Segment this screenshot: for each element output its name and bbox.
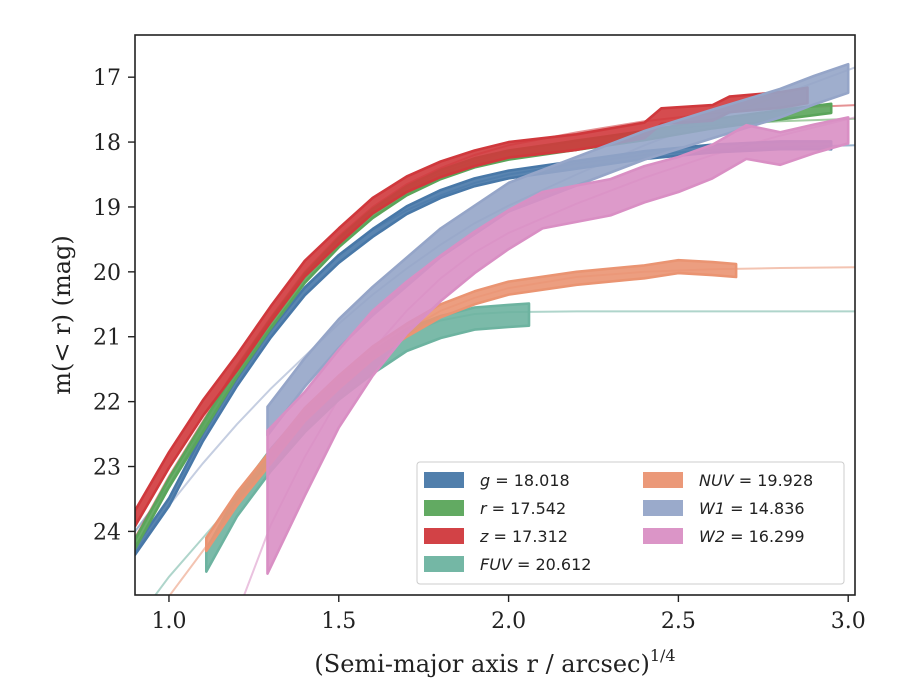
x-tick-label: 2.5	[661, 609, 696, 634]
legend-frame	[416, 461, 845, 585]
y-tick-label: 22	[93, 391, 121, 416]
legend-swatch-NUV	[643, 472, 683, 488]
x-axis-ticks: 1.0 1.5 2.0 2.5 3.0	[151, 595, 866, 634]
x-tick-label: 3.0	[831, 609, 866, 634]
legend-label-r: r = 17.542	[480, 499, 566, 518]
x-tick-label: 1.0	[151, 609, 186, 634]
x-axis-label-text: (Semi-major axis r / arcsec)	[314, 650, 649, 678]
profile-bands	[135, 62, 850, 575]
y-tick-label: 21	[93, 326, 121, 351]
legend-label-z: z = 17.312	[479, 527, 568, 546]
legend-label-NUV: NUV = 19.928	[699, 471, 813, 490]
legend-item-NUV: NUV = 19.928	[643, 471, 813, 490]
x-axis-label: (Semi-major axis r / arcsec)1/4	[314, 646, 675, 678]
plot-frame	[134, 34, 856, 596]
legend-label-W2: W2 = 16.299	[699, 527, 805, 546]
y-axis-ticks: 17 18 19 20 21 22 23 24	[93, 66, 135, 545]
legend-item-W2: W2 = 16.299	[643, 527, 805, 546]
legend-label-W1: W1 = 14.836	[699, 499, 805, 518]
y-tick-label: 23	[93, 456, 121, 481]
legend-swatch-FUV	[424, 556, 464, 572]
legend-swatch-r	[424, 500, 464, 516]
y-axis-label: m(< r) (mag)	[48, 235, 76, 394]
legend-swatch-W1	[643, 500, 683, 516]
legend-item-W1: W1 = 14.836	[643, 499, 805, 518]
legend-swatch-W2	[643, 528, 683, 544]
legend-label-g: g = 18.018	[480, 471, 570, 490]
profile-band-W2	[266, 116, 850, 575]
x-axis-label-superscript: 1/4	[650, 646, 676, 665]
y-tick-label: 20	[93, 261, 121, 286]
legend-swatch-z	[424, 528, 464, 544]
x-tick-label: 1.5	[321, 609, 356, 634]
legend: g = 18.018 r = 17.542 z = 17.312 FUV = 20.6…	[416, 461, 845, 585]
legend-item-g: g = 18.018	[424, 471, 570, 490]
legend-item-FUV: FUV = 20.612	[424, 555, 591, 574]
legend-swatch-g	[424, 472, 464, 488]
y-tick-label: 18	[93, 131, 121, 156]
y-tick-label: 17	[93, 66, 121, 91]
legend-item-z: z = 17.312	[424, 527, 568, 546]
legend-item-r: r = 17.542	[424, 499, 566, 518]
y-tick-label: 19	[93, 196, 121, 221]
x-tick-label: 2.0	[491, 609, 526, 634]
legend-label-FUV: FUV = 20.612	[480, 555, 591, 574]
y-tick-label: 24	[93, 520, 121, 545]
